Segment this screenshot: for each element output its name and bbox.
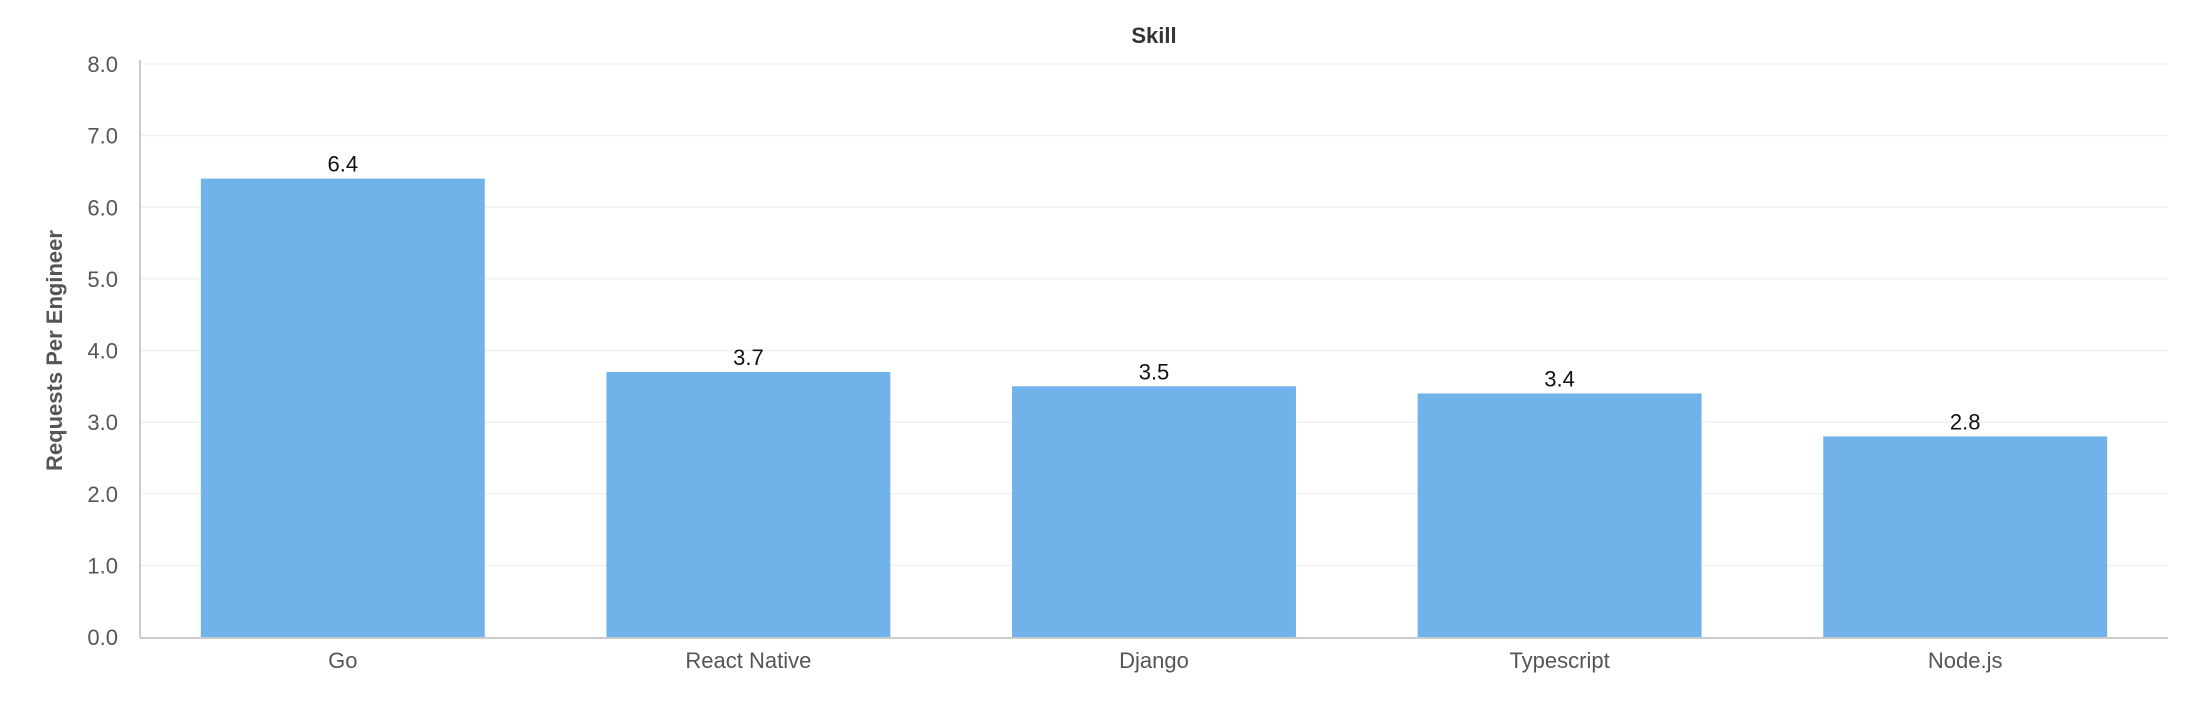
y-tick-label: 0.0 bbox=[87, 625, 118, 650]
y-tick-label: 7.0 bbox=[87, 124, 118, 149]
y-tick-label: 6.0 bbox=[87, 195, 118, 220]
data-label: 3.4 bbox=[1544, 366, 1575, 391]
x-axis-ticks: Go React Native Django Typescript Node.js bbox=[328, 648, 2002, 673]
data-label: 3.5 bbox=[1139, 359, 1170, 384]
y-axis-ticks: 0.0 1.0 2.0 3.0 4.0 5.0 6.0 7.0 8.0 bbox=[87, 52, 118, 650]
y-tick-label: 8.0 bbox=[87, 52, 118, 77]
bar[interactable] bbox=[200, 178, 485, 637]
chart-title: Skill bbox=[1131, 23, 1176, 48]
data-label: 2.8 bbox=[1950, 409, 1981, 434]
bar[interactable] bbox=[1823, 436, 2108, 637]
data-labels: 6.4 3.7 3.5 3.4 2.8 bbox=[328, 152, 1981, 435]
x-tick-label: Go bbox=[328, 648, 357, 673]
x-tick-label: React Native bbox=[685, 648, 811, 673]
data-label: 3.7 bbox=[733, 345, 764, 370]
y-tick-label: 5.0 bbox=[87, 267, 118, 292]
y-tick-label: 2.0 bbox=[87, 482, 118, 507]
y-tick-label: 4.0 bbox=[87, 339, 118, 364]
bar[interactable] bbox=[606, 371, 891, 637]
bars bbox=[200, 178, 2108, 637]
y-tick-label: 1.0 bbox=[87, 553, 118, 578]
data-label: 6.4 bbox=[328, 152, 359, 177]
bar[interactable] bbox=[1012, 386, 1296, 637]
x-tick-label: Django bbox=[1119, 648, 1189, 673]
y-tick-label: 3.0 bbox=[87, 410, 118, 435]
x-tick-label: Typescript bbox=[1509, 648, 1609, 673]
x-tick-label: Node.js bbox=[1928, 648, 2003, 673]
y-axis-title: Requests Per Engineer bbox=[42, 230, 67, 471]
bar[interactable] bbox=[1417, 393, 1702, 637]
